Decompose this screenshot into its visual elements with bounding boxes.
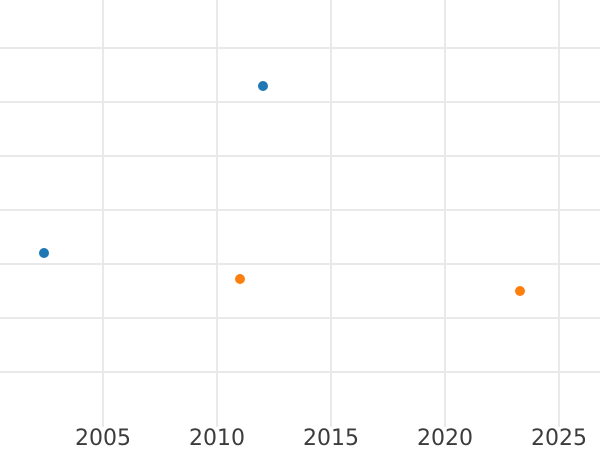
x-tick-label: 2020 xyxy=(417,426,473,450)
x-tick-mark xyxy=(330,423,332,427)
x-tick-mark xyxy=(444,423,446,427)
data-point-series-blue xyxy=(38,248,49,258)
gridline-horizontal xyxy=(0,371,600,373)
gridline-horizontal xyxy=(0,317,600,319)
x-tick-label: 2010 xyxy=(189,426,245,450)
x-tick-label: 2015 xyxy=(303,426,359,450)
gridline-vertical xyxy=(216,0,218,423)
x-tick-mark xyxy=(102,423,104,427)
data-point-series-orange xyxy=(234,274,245,284)
gridline-vertical xyxy=(330,0,332,423)
x-tick-label: 2005 xyxy=(75,426,131,450)
gridline-vertical xyxy=(102,0,104,423)
gridline-vertical xyxy=(444,0,446,423)
gridline-horizontal xyxy=(0,155,600,157)
x-tick-label: 2025 xyxy=(531,426,587,450)
gridline-horizontal xyxy=(0,263,600,265)
gridline-horizontal xyxy=(0,209,600,211)
gridline-vertical xyxy=(558,0,560,423)
gridline-horizontal xyxy=(0,101,600,103)
x-tick-mark xyxy=(216,423,218,427)
data-point-series-blue xyxy=(257,81,268,91)
x-tick-mark xyxy=(558,423,560,427)
gridline-horizontal xyxy=(0,47,600,49)
data-point-series-orange xyxy=(515,286,526,296)
